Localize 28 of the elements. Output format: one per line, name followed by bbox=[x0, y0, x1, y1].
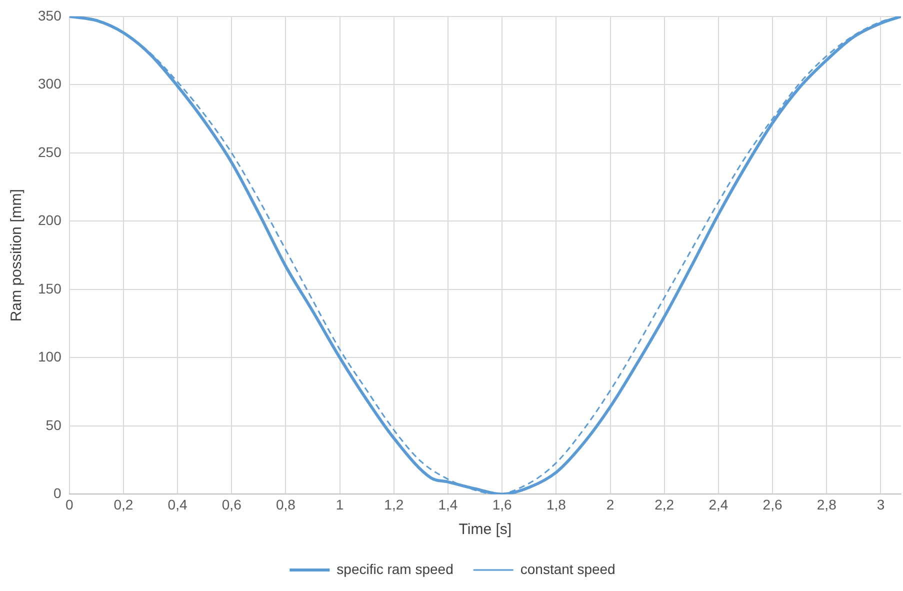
x-tick-label: 0,8 bbox=[276, 496, 296, 512]
x-tick-label: 1,6 bbox=[492, 496, 512, 512]
x-tick-label: 2,8 bbox=[816, 496, 837, 512]
y-tick-label: 150 bbox=[38, 280, 62, 296]
x-tick-label: 1,4 bbox=[438, 496, 458, 512]
x-tick-label: 2,2 bbox=[654, 496, 674, 512]
y-tick-label: 250 bbox=[38, 144, 62, 160]
x-tick-label: 2,4 bbox=[708, 496, 728, 512]
x-tick-label: 0,6 bbox=[222, 496, 242, 512]
y-tick-label: 100 bbox=[38, 348, 62, 365]
x-tick-label: 2,6 bbox=[762, 496, 782, 512]
x-tick-label: 1 bbox=[336, 496, 344, 512]
x-tick-label: 1,2 bbox=[384, 496, 404, 512]
y-axis-title: Ram possition [mm] bbox=[8, 189, 26, 322]
x-tick-label: 1,8 bbox=[546, 496, 566, 512]
x-tick-label: 3 bbox=[876, 496, 885, 512]
y-tick-label: 300 bbox=[38, 76, 62, 92]
legend-label: constant speed bbox=[520, 560, 616, 577]
x-tick-label: 2 bbox=[606, 496, 614, 512]
y-tick-label: 0 bbox=[54, 485, 62, 502]
y-tick-label: 200 bbox=[38, 212, 62, 228]
y-tick-label: 50 bbox=[46, 416, 62, 433]
x-tick-label: 0 bbox=[65, 496, 74, 512]
x-tick-label: 0,2 bbox=[114, 496, 134, 512]
x-tick-label: 0,4 bbox=[168, 496, 188, 512]
x-axis-title: Time [s] bbox=[458, 521, 512, 538]
y-tick-label: 350 bbox=[38, 7, 62, 24]
legend-label: specific ram speed bbox=[336, 560, 454, 577]
